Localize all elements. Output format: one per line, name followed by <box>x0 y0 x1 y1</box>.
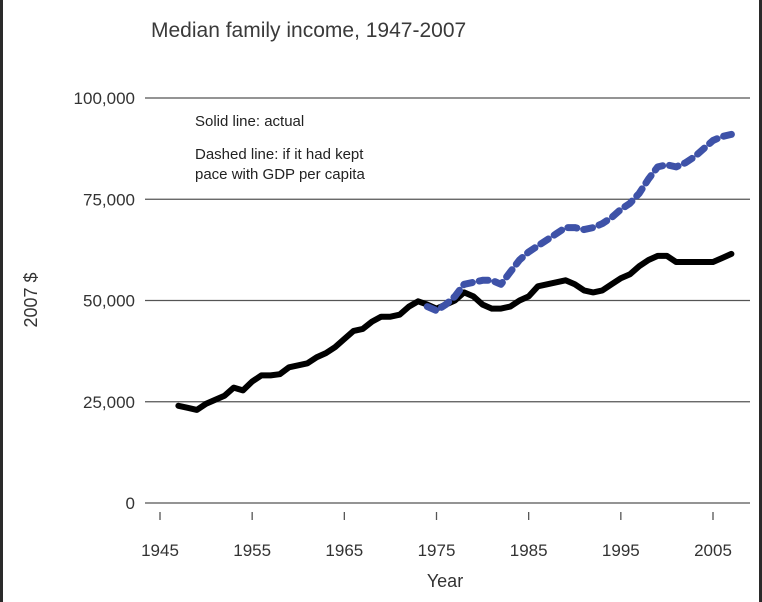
x-tick-label: 1975 <box>418 541 456 560</box>
legend-notes: Solid line: actual Dashed line: if it ha… <box>195 113 365 183</box>
x-tick-label: 1965 <box>325 541 363 560</box>
y-tick-label: 75,000 <box>83 190 135 209</box>
note-dashed-2: pace with GDP per capita <box>195 166 365 183</box>
actual-income-line <box>175 250 735 413</box>
y-axis-label: 2007 $ <box>21 272 41 327</box>
y-tick-label: 0 <box>126 494 135 513</box>
x-axis-label: Year <box>427 571 463 591</box>
note-dashed-1: Dashed line: if it had kept <box>195 146 364 163</box>
y-axis-ticks: 0 25,000 50,000 75,000 100,000 <box>74 89 135 513</box>
x-tick-label: 2005 <box>694 541 732 560</box>
line-chart: Median family income, 1947-2007 0 25,000 5… <box>21 19 750 591</box>
x-tick-label: 1985 <box>510 541 548 560</box>
y-tick-label: 50,000 <box>83 292 135 311</box>
x-tick-label: 1955 <box>233 541 271 560</box>
x-axis-ticks: 1945 1955 1965 1975 1985 1995 2005 <box>141 512 732 560</box>
y-tick-label: 25,000 <box>83 393 135 412</box>
note-solid: Solid line: actual <box>195 113 304 130</box>
chart-title: Median family income, 1947-2007 <box>151 19 466 42</box>
series-lines <box>175 130 735 413</box>
gdp-pace-line <box>423 130 735 315</box>
x-tick-label: 1945 <box>141 541 179 560</box>
y-tick-label: 100,000 <box>74 89 135 108</box>
x-tick-label: 1995 <box>602 541 640 560</box>
